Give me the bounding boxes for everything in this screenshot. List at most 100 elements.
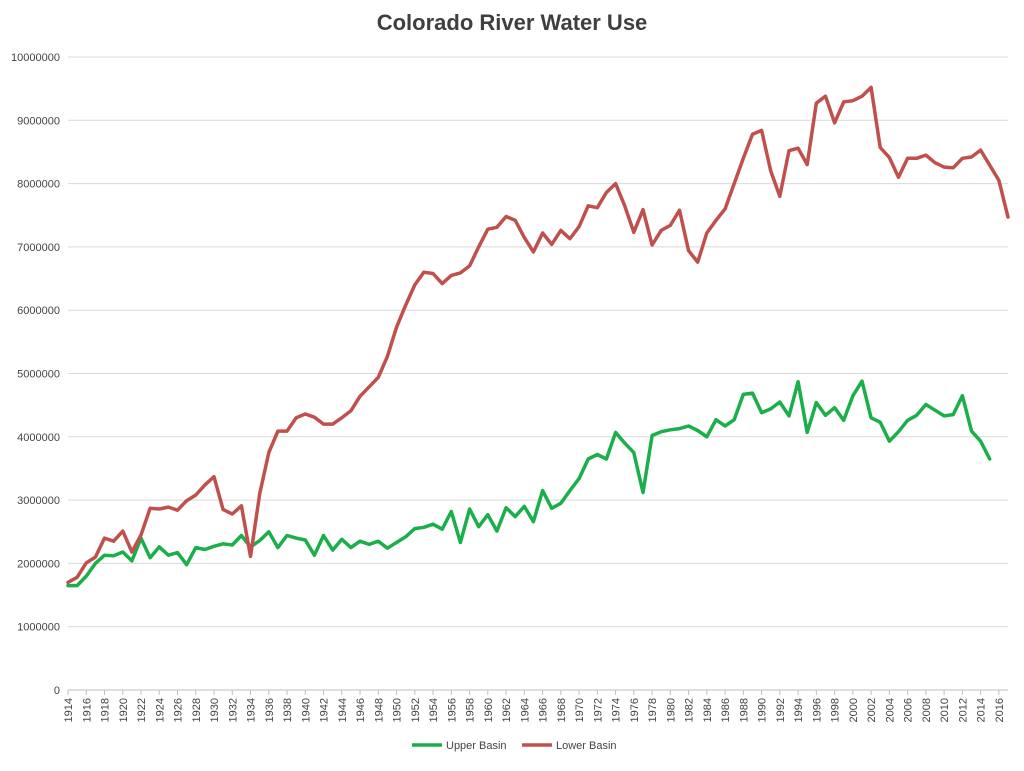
data-point [587, 205, 589, 207]
data-point [258, 539, 261, 542]
x-tick-label: 1922 [136, 698, 148, 722]
data-point [687, 249, 690, 252]
y-tick-label: 6000000 [17, 305, 60, 317]
data-point [806, 431, 808, 434]
series-lines [66, 85, 1010, 588]
data-point [459, 272, 462, 274]
x-tick-label: 2000 [848, 698, 860, 722]
data-point [605, 458, 608, 460]
data-point [824, 414, 827, 417]
data-point [487, 513, 489, 516]
x-tick-label: 1924 [154, 698, 166, 722]
data-point [897, 430, 900, 433]
data-point [733, 418, 735, 421]
data-point [660, 229, 662, 232]
data-point [441, 282, 444, 285]
data-point [696, 429, 699, 432]
x-tick-label: 1948 [373, 698, 385, 722]
data-point [496, 226, 498, 229]
data-point [277, 430, 279, 432]
y-axis-ticks: 0 1000000 2000000 3000000 4000000 5000000 6000… [11, 52, 60, 697]
series-line-lower-basin [66, 85, 1010, 585]
data-point [797, 380, 799, 383]
data-point [925, 154, 927, 156]
data-point [85, 562, 88, 564]
data-point [404, 304, 407, 306]
data-point [331, 423, 334, 425]
data-point [961, 394, 964, 397]
legend-label-lower-basin: Lower Basin [556, 740, 617, 752]
data-point [687, 425, 690, 427]
data-point [204, 548, 206, 551]
legend: Upper Basin Lower Basin [412, 740, 617, 752]
data-point [487, 228, 489, 230]
data-point [149, 507, 151, 510]
data-point [131, 560, 133, 562]
data-point [915, 157, 918, 160]
data-point [578, 477, 580, 480]
x-tick-label: 1932 [227, 698, 239, 722]
y-tick-label: 8000000 [17, 179, 60, 191]
x-tick-label: 1918 [100, 698, 112, 722]
data-point [998, 179, 1000, 182]
data-point [970, 156, 973, 158]
data-point [103, 537, 106, 539]
data-point [569, 237, 571, 240]
data-point [934, 161, 936, 164]
data-point [842, 101, 845, 103]
data-point [970, 430, 973, 432]
data-point [368, 386, 371, 388]
data-point [760, 411, 763, 414]
data-point [833, 406, 836, 409]
data-point [505, 506, 507, 509]
data-point [85, 575, 88, 577]
y-tick-label: 0 [54, 685, 60, 697]
data-point [404, 536, 407, 538]
data-point [1007, 216, 1009, 218]
data-point [523, 505, 526, 508]
data-point [852, 99, 854, 102]
data-point [103, 554, 106, 556]
x-tick-label: 2014 [976, 698, 988, 722]
data-point [833, 122, 836, 124]
legend-label-upper-basin: Upper Basin [446, 740, 507, 752]
data-point [906, 157, 909, 160]
data-point [852, 394, 854, 397]
data-point [623, 205, 626, 207]
x-tick-label: 2002 [866, 698, 878, 722]
x-tick-label: 1914 [63, 698, 75, 722]
data-point [870, 417, 872, 419]
data-point [788, 415, 790, 417]
data-point [715, 219, 717, 222]
data-point [149, 556, 151, 559]
x-tick-label: 2010 [939, 698, 951, 722]
data-point [906, 419, 909, 422]
x-tick-label: 1960 [483, 698, 495, 722]
data-point [185, 563, 188, 566]
data-point [614, 431, 617, 434]
data-point [185, 499, 188, 502]
data-point [94, 562, 97, 565]
data-point [304, 539, 307, 541]
x-tick-label: 1980 [665, 698, 677, 722]
data-point [897, 176, 900, 179]
data-point [277, 546, 279, 549]
data-point [231, 544, 234, 546]
data-point [824, 95, 827, 97]
data-point [322, 423, 325, 425]
x-tick-label: 1954 [428, 698, 440, 722]
data-point [432, 272, 434, 275]
x-tick-label: 2016 [994, 698, 1006, 722]
data-point [596, 453, 599, 456]
data-point [596, 206, 599, 209]
data-point [532, 251, 535, 253]
data-point [706, 436, 708, 438]
data-point [94, 556, 97, 558]
data-point [249, 555, 252, 558]
data-point [742, 393, 745, 396]
x-tick-label: 1984 [702, 698, 714, 722]
data-point [286, 534, 288, 537]
data-point [222, 508, 224, 511]
x-tick-label: 1966 [538, 698, 550, 722]
